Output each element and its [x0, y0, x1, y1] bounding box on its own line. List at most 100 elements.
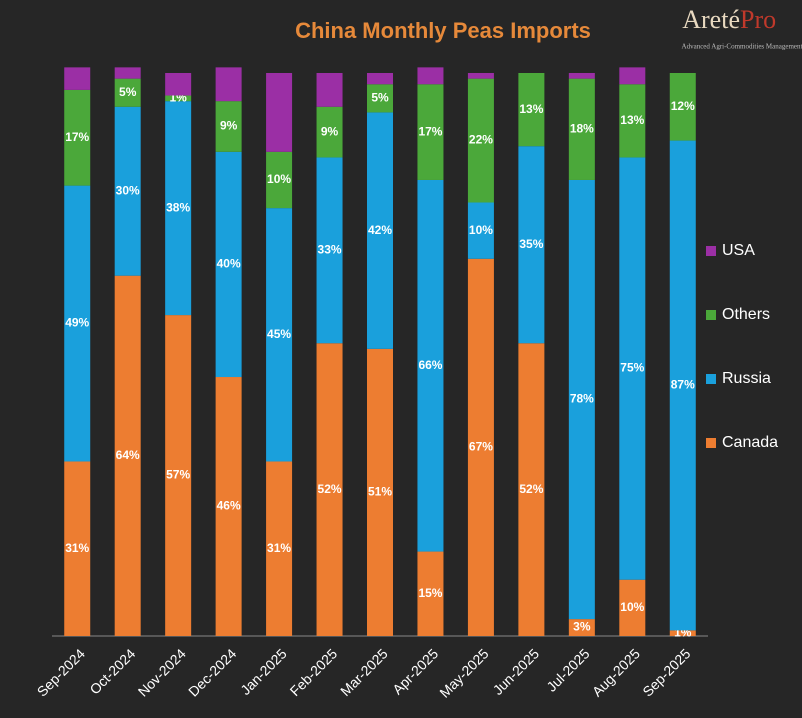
bar-segment	[64, 461, 91, 636]
bar-segment	[215, 151, 242, 378]
value-label: 17%	[65, 130, 89, 144]
bar-segment	[518, 343, 545, 636]
x-tick-label: Jul-2025	[543, 645, 592, 694]
bar-segment	[114, 78, 141, 107]
x-tick-label: Mar-2025	[337, 645, 391, 699]
bar-segment	[114, 67, 141, 79]
bar-segment	[619, 84, 646, 158]
bar-segment	[518, 73, 545, 147]
value-label: 5%	[371, 91, 389, 105]
legend-swatch	[706, 374, 716, 384]
bar-segment	[165, 315, 192, 636]
bar-segment	[114, 275, 141, 636]
bar-segment	[266, 208, 293, 462]
value-label: 49%	[65, 316, 89, 330]
bar-segment	[316, 106, 343, 158]
x-tick-label: Apr-2025	[389, 645, 441, 697]
bar-segment	[467, 73, 494, 79]
value-label: 42%	[368, 223, 392, 237]
bar-segment	[417, 84, 444, 180]
bar-segment	[64, 89, 91, 186]
bar-segment	[64, 185, 91, 462]
value-label: 87%	[671, 378, 695, 392]
bar-segment	[165, 73, 192, 96]
bar-segment	[568, 179, 595, 620]
bar-segment	[367, 84, 393, 113]
bar-segment	[367, 73, 393, 85]
x-tick-label: Jun-2025	[490, 645, 543, 698]
legend-label: Canada	[722, 434, 778, 451]
bar-segment	[669, 73, 696, 141]
bar-segment	[266, 73, 293, 152]
value-label: 52%	[519, 482, 543, 496]
legend-label: Others	[722, 306, 770, 323]
value-label: 40%	[217, 257, 241, 271]
value-label: 31%	[65, 541, 89, 555]
value-label: 9%	[321, 124, 339, 138]
legend-swatch	[706, 310, 716, 320]
value-label: 9%	[220, 119, 238, 133]
bar-segment	[367, 348, 393, 636]
bar-segment	[467, 258, 494, 636]
bar-segment	[568, 73, 595, 79]
chart-title: China Monthly Peas Imports	[295, 18, 591, 43]
bar-segment	[417, 179, 444, 552]
value-label: 33%	[318, 243, 342, 257]
bar-segment	[467, 78, 494, 203]
value-label: 12%	[671, 99, 695, 113]
value-label: 30%	[116, 183, 140, 197]
bar-segment	[669, 140, 696, 631]
bar-segment	[215, 67, 242, 102]
value-label: 52%	[318, 482, 342, 496]
value-label: 64%	[116, 448, 140, 462]
x-tick-label: Jan-2025	[237, 645, 290, 698]
logo-tagline: Advanced Agri-Commodities Management	[682, 43, 802, 51]
x-tick-label: Sep-2024	[34, 645, 88, 699]
bar-segment	[467, 202, 494, 259]
logo-name: Pro	[740, 5, 776, 34]
bar-segment	[568, 619, 595, 636]
bar-segment	[669, 630, 696, 636]
bar-segment	[266, 461, 293, 636]
x-tick-label: May-2025	[436, 645, 491, 700]
value-label: 38%	[166, 200, 190, 214]
value-label: 10%	[267, 172, 291, 186]
bar-segment	[316, 73, 343, 107]
bar-segment	[417, 551, 444, 636]
bar-segment	[619, 157, 646, 580]
bar-segment	[518, 146, 545, 344]
bar-segment	[215, 101, 242, 152]
legend-swatch	[706, 438, 716, 448]
legend-label: USA	[722, 242, 755, 259]
value-label: 45%	[267, 327, 291, 341]
value-label: 66%	[418, 358, 442, 372]
bar-segment	[417, 67, 444, 85]
x-tick-label: Dec-2024	[185, 645, 239, 699]
value-label: 57%	[166, 468, 190, 482]
x-tick-label: Oct-2024	[86, 645, 138, 697]
value-label: 13%	[519, 102, 543, 116]
value-label: 31%	[267, 541, 291, 555]
value-label: 22%	[469, 133, 493, 147]
bar-segment	[165, 95, 192, 102]
bar-segment	[215, 377, 242, 636]
bar-segment	[266, 151, 293, 209]
value-label: 10%	[469, 223, 493, 237]
x-tick-label: Sep-2025	[639, 645, 693, 699]
bar-segment	[114, 106, 141, 276]
value-label: 15%	[418, 586, 442, 600]
legend-label: Russia	[722, 370, 771, 387]
bar-segment	[165, 101, 192, 316]
x-tick-label: Feb-2025	[287, 645, 341, 699]
value-label: 13%	[620, 113, 644, 127]
value-label: 10%	[620, 600, 644, 614]
x-tick-label: Aug-2025	[589, 645, 643, 699]
value-label: 18%	[570, 121, 594, 135]
value-label: 35%	[519, 237, 543, 251]
bar-segment	[619, 579, 646, 636]
bar-segment	[568, 78, 595, 180]
value-label: 3%	[573, 620, 591, 634]
bar-segment	[316, 343, 343, 636]
value-label: 75%	[620, 361, 644, 375]
